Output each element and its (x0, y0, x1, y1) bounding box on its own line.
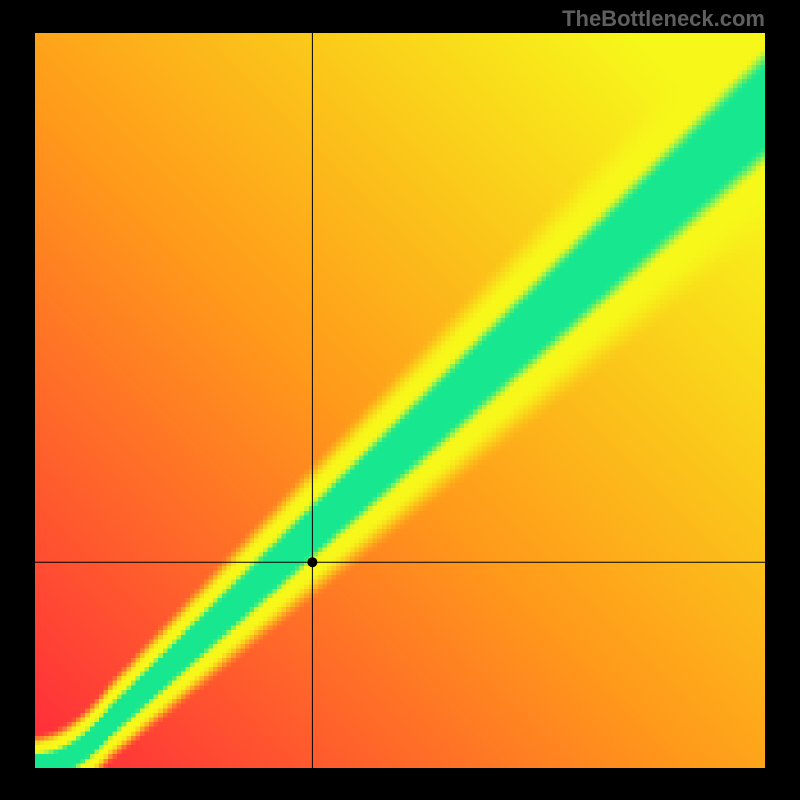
chart-container: TheBottleneck.com (0, 0, 800, 800)
bottleneck-heatmap (35, 33, 765, 768)
watermark-label: TheBottleneck.com (562, 6, 765, 32)
